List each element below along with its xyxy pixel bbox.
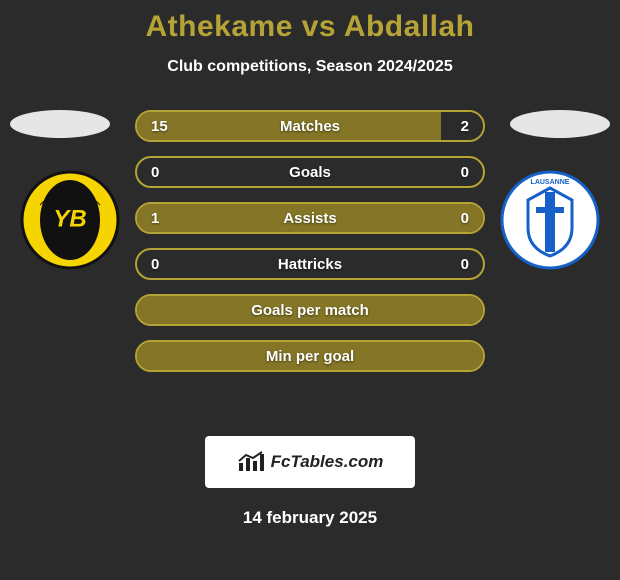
watermark-text: FcTables.com <box>271 452 384 472</box>
stat-bar: 152Matches <box>135 110 485 142</box>
stat-bar: 00Goals <box>135 156 485 188</box>
stat-label: Goals per match <box>137 296 483 324</box>
subtitle: Club competitions, Season 2024/2025 <box>0 58 620 76</box>
watermark: FcTables.com <box>205 436 415 488</box>
stat-label: Hattricks <box>137 250 483 278</box>
stat-bars: 152Matches 00Goals 10Assists 00Hattricks Goa… <box>135 110 485 372</box>
page-title: Athekame vs Abdallah <box>0 10 620 44</box>
halo-left <box>10 110 110 138</box>
crest-left-svg: YB 1898 <box>20 170 120 270</box>
stat-label: Assists <box>137 204 483 232</box>
date-text: 14 february 2025 <box>0 508 620 528</box>
stat-label: Goals <box>137 158 483 186</box>
stat-label: Matches <box>137 112 483 140</box>
stat-label: Min per goal <box>137 342 483 370</box>
stat-bar: Goals per match <box>135 294 485 326</box>
svg-text:1898: 1898 <box>62 245 78 252</box>
svg-text:LAUSANNE: LAUSANNE <box>531 179 570 186</box>
halo-right <box>510 110 610 138</box>
stat-bar: 00Hattricks <box>135 248 485 280</box>
stat-bar: Min per goal <box>135 340 485 372</box>
stat-bar: 10Assists <box>135 202 485 234</box>
crest-right: LAUSANNE <box>500 170 600 270</box>
crest-left: YB 1898 <box>20 170 120 270</box>
crest-right-svg: LAUSANNE <box>500 170 600 270</box>
comparison-card: Athekame vs Abdallah Club competitions, … <box>0 0 620 580</box>
main-area: YB 1898 LAUSANNE 152Matches 00Goals 10Assi… <box>0 110 620 410</box>
svg-text:YB: YB <box>53 205 86 232</box>
chart-icon <box>237 451 265 473</box>
